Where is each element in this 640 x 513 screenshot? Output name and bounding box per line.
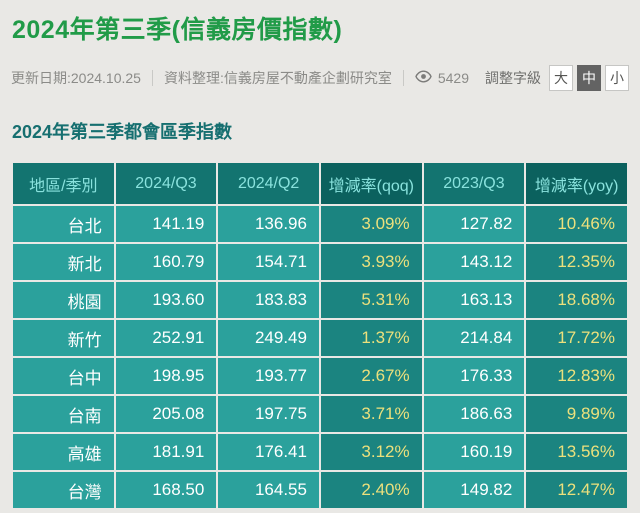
region-cell: 高雄 [11,432,116,472]
pct-cell: 1.37% [318,318,424,358]
table-row: 高雄 181.91 176.41 3.12% 160.19 13.56% [11,432,629,472]
divider [151,70,153,86]
value-cell: 249.49 [216,318,321,358]
page-title: 2024年第三季(信義房價指數) [12,16,343,44]
value-cell: 214.84 [421,318,527,358]
value-cell: 176.41 [216,432,321,472]
header-cell: 增減率(qoq) [318,161,424,206]
pct-cell: 2.67% [318,356,424,396]
pct-cell: 3.93% [318,242,424,282]
value-cell: 149.82 [421,470,527,510]
header-cell: 2023/Q3 [421,161,527,206]
header-cell: 增減率(yoy) [524,161,629,206]
value-cell: 252.91 [113,318,219,358]
value-cell: 193.60 [113,280,219,320]
region-cell: 台北 [11,204,116,244]
region-cell: 桃園 [11,280,116,320]
region-cell: 新竹 [11,318,116,358]
header-cell: 2024/Q2 [216,161,321,206]
font-size-adjuster: 調整字級 大 中 小 [485,65,629,91]
divider [402,70,404,86]
value-cell: 136.96 [216,204,321,244]
region-cell: 台中 [11,356,116,396]
font-size-button-large[interactable]: 大 [549,65,573,91]
value-cell: 181.91 [113,432,219,472]
pct-cell: 12.83% [524,356,629,396]
pct-cell: 3.09% [318,204,424,244]
value-cell: 163.13 [421,280,527,320]
value-cell: 143.12 [421,242,527,282]
table-row: 新北 160.79 154.71 3.93% 143.12 12.35% [11,242,629,282]
pct-cell: 5.31% [318,280,424,320]
font-size-label: 調整字級 [485,70,541,86]
pct-cell: 3.12% [318,432,424,472]
table-row: 台南 205.08 197.75 3.71% 186.63 9.89% [11,394,629,434]
pct-cell: 13.56% [524,432,629,472]
header-cell: 地區/季別 [11,161,116,206]
value-cell: 160.79 [113,242,219,282]
table-row: 台灣 168.50 164.55 2.40% 149.82 12.47% [11,470,629,510]
pct-cell: 3.71% [318,394,424,434]
eye-icon [415,70,432,86]
value-cell: 154.71 [216,242,321,282]
pct-cell: 9.89% [524,394,629,434]
header-cell: 2024/Q3 [113,161,219,206]
meta-bar: 更新日期:2024.10.25 資料整理:信義房屋不動產企劃研究室 5429 調… [11,65,629,91]
table-row: 台北 141.19 136.96 3.09% 127.82 10.46% [11,204,629,244]
font-size-button-medium[interactable]: 中 [577,65,601,91]
value-cell: 186.63 [421,394,527,434]
pct-cell: 12.35% [524,242,629,282]
value-cell: 193.77 [216,356,321,396]
value-cell: 205.08 [113,394,219,434]
region-cell: 台南 [11,394,116,434]
pct-cell: 18.68% [524,280,629,320]
view-count: 5429 [437,70,470,86]
value-cell: 176.33 [421,356,527,396]
header-row: 地區/季別 2024/Q3 2024/Q2 增減率(qoq) 2023/Q3 增減率(yo… [11,161,629,206]
region-cell: 台灣 [11,470,116,510]
table-row: 台中 198.95 193.77 2.67% 176.33 12.83% [11,356,629,396]
view-counter: 5429 [415,70,469,86]
data-source: 資料整理:信義房屋不動產企劃研究室 [163,70,392,86]
value-cell: 160.19 [421,432,527,472]
section-title: 2024年第三季都會區季指數 [12,122,233,142]
value-cell: 168.50 [113,470,219,510]
index-table: 地區/季別 2024/Q3 2024/Q2 增減率(qoq) 2023/Q3 增減率(yo… [11,161,629,510]
value-cell: 183.83 [216,280,321,320]
pct-cell: 17.72% [524,318,629,358]
value-cell: 127.82 [421,204,527,244]
value-cell: 141.19 [113,204,219,244]
value-cell: 198.95 [113,356,219,396]
value-cell: 164.55 [216,470,321,510]
pct-cell: 12.47% [524,470,629,510]
table-row: 桃園 193.60 183.83 5.31% 163.13 18.68% [11,280,629,320]
updated-date: 更新日期:2024.10.25 [11,70,141,86]
pct-cell: 2.40% [318,470,424,510]
font-size-button-small[interactable]: 小 [605,65,629,91]
table-row: 新竹 252.91 249.49 1.37% 214.84 17.72% [11,318,629,358]
value-cell: 197.75 [216,394,321,434]
region-cell: 新北 [11,242,116,282]
pct-cell: 10.46% [524,204,629,244]
